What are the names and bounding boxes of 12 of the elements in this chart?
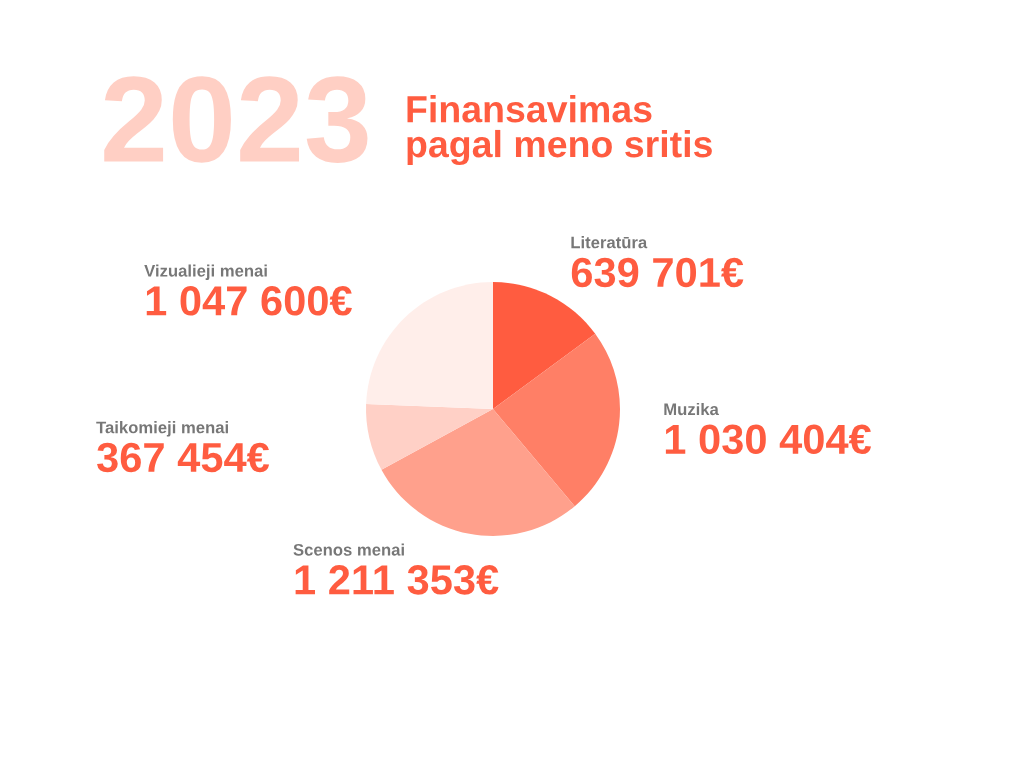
data-label: 1 211 353€ [295,565,499,595]
slice-label: Literatūra [571,236,648,249]
chart-title: 2023 [104,76,368,163]
data-label: 367 454€ [97,442,270,473]
slice-label: Muzika [664,402,719,416]
chart-subtitle: Finansavimas pagal meno sritis [407,94,712,166]
slice-label: Scenos menai [293,543,404,556]
data-label: 1 047 600€ [146,286,352,316]
slice-label: Vizualieji menai [144,264,267,281]
data-label: 1 030 404€ [665,424,872,455]
data-label: 639 701€ [571,257,744,288]
slice-label: Taikomieji menai [96,421,228,437]
